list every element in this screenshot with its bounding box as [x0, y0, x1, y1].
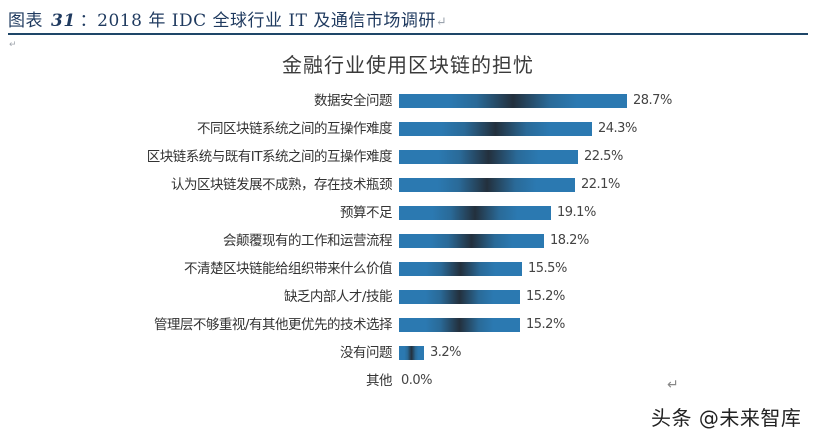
category-label: 管理层不够重视/有其他更优先的技术选择: [153, 317, 393, 333]
value-label: 19.1%: [557, 205, 596, 220]
bar: [399, 234, 544, 248]
return-mark-icon: ↵: [435, 15, 448, 30]
bar-row: 会颠覆现有的工作和运营流程 18.2%: [0, 231, 816, 251]
bar-row: 没有问题 3.2%: [0, 343, 816, 363]
category-label: 区块链系统与既有IT系统之间的互操作难度: [146, 149, 393, 165]
bar-row: 认为区块链发展不成熟，存在技术瓶颈 22.1%: [0, 175, 816, 195]
caption-divider: [8, 33, 808, 35]
bar: [399, 318, 520, 332]
figure-caption: 图表 31 ：2018 年 IDC 全球行业 IT 及通信市场调研↵: [8, 6, 447, 31]
caption-text: ：2018 年 IDC 全球行业 IT 及通信市场调研: [79, 11, 436, 31]
bar-row: 管理层不够重视/有其他更优先的技术选择 15.2%: [0, 315, 816, 335]
watermark: 头条 @未来智库: [651, 406, 802, 430]
bar-row: 数据安全问题 28.7%: [0, 91, 816, 111]
value-label: 0.0%: [401, 373, 433, 388]
bar: [399, 346, 424, 360]
bar: [399, 262, 522, 276]
bar-row: 预算不足 19.1%: [0, 203, 816, 223]
value-label: 28.7%: [633, 93, 672, 108]
category-label: 会颠覆现有的工作和运营流程: [223, 233, 393, 249]
bar-row: 其他 0.0%: [0, 371, 816, 391]
bar: [399, 178, 575, 192]
value-label: 15.2%: [526, 289, 565, 304]
chart-title: 金融行业使用区块链的担忧: [282, 53, 534, 77]
value-label: 15.5%: [528, 261, 567, 276]
bar: [399, 290, 520, 304]
category-label: 不清楚区块链能给组织带来什么价值: [184, 261, 393, 277]
value-label: 18.2%: [550, 233, 589, 248]
bar-row: 不同区块链系统之间的互操作难度 24.3%: [0, 119, 816, 139]
bar: [399, 150, 578, 164]
bar-row: 不清楚区块链能给组织带来什么价值 15.5%: [0, 259, 816, 279]
value-label: 15.2%: [526, 317, 565, 332]
category-label: 没有问题: [340, 345, 393, 361]
category-label: 不同区块链系统之间的互操作难度: [197, 121, 393, 137]
value-label: 22.1%: [581, 177, 620, 192]
value-label: 22.5%: [584, 149, 623, 164]
bar-row: 区块链系统与既有IT系统之间的互操作难度 22.5%: [0, 147, 816, 167]
value-label: 24.3%: [598, 121, 637, 136]
category-label: 预算不足: [340, 205, 393, 221]
bar: [399, 206, 551, 220]
category-label: 认为区块链发展不成熟，存在技术瓶颈: [171, 177, 393, 193]
value-label: 3.2%: [430, 345, 462, 360]
category-label: 缺乏内部人才/技能: [283, 289, 393, 305]
bar-row: 缺乏内部人才/技能 15.2%: [0, 287, 816, 307]
category-label: 其他: [366, 373, 393, 389]
caption-prefix: 图表: [8, 11, 43, 31]
paragraph-mark-icon: ↵: [9, 40, 17, 50]
bar: [399, 122, 592, 136]
category-label: 数据安全问题: [314, 93, 393, 109]
bar: [399, 94, 627, 108]
return-mark-icon: ↵: [667, 377, 679, 393]
caption-number: 31: [51, 11, 76, 31]
